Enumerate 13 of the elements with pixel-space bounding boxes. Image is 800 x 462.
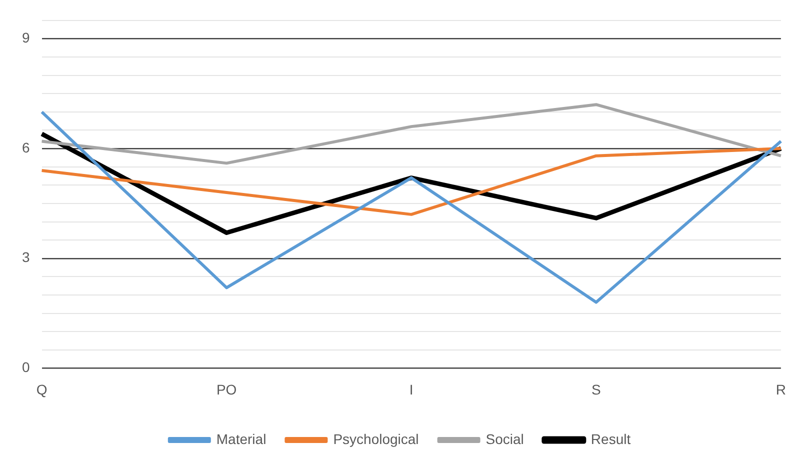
y-tick-label: 6 xyxy=(22,139,30,156)
legend-label: Social xyxy=(486,430,524,447)
legend-label: Material xyxy=(216,430,266,447)
x-tick-label: R xyxy=(776,381,786,398)
x-tick-label: S xyxy=(591,381,601,398)
legend-label: Result xyxy=(590,430,631,447)
x-tick-label: PO xyxy=(216,381,237,398)
y-tick-label: 9 xyxy=(22,30,30,46)
y-tick-label: 0 xyxy=(22,359,30,376)
legend-label: Psychological xyxy=(333,430,419,447)
y-tick-label: 3 xyxy=(22,249,30,266)
x-tick-label: I xyxy=(409,381,414,398)
x-tick-label: Q xyxy=(36,381,48,398)
